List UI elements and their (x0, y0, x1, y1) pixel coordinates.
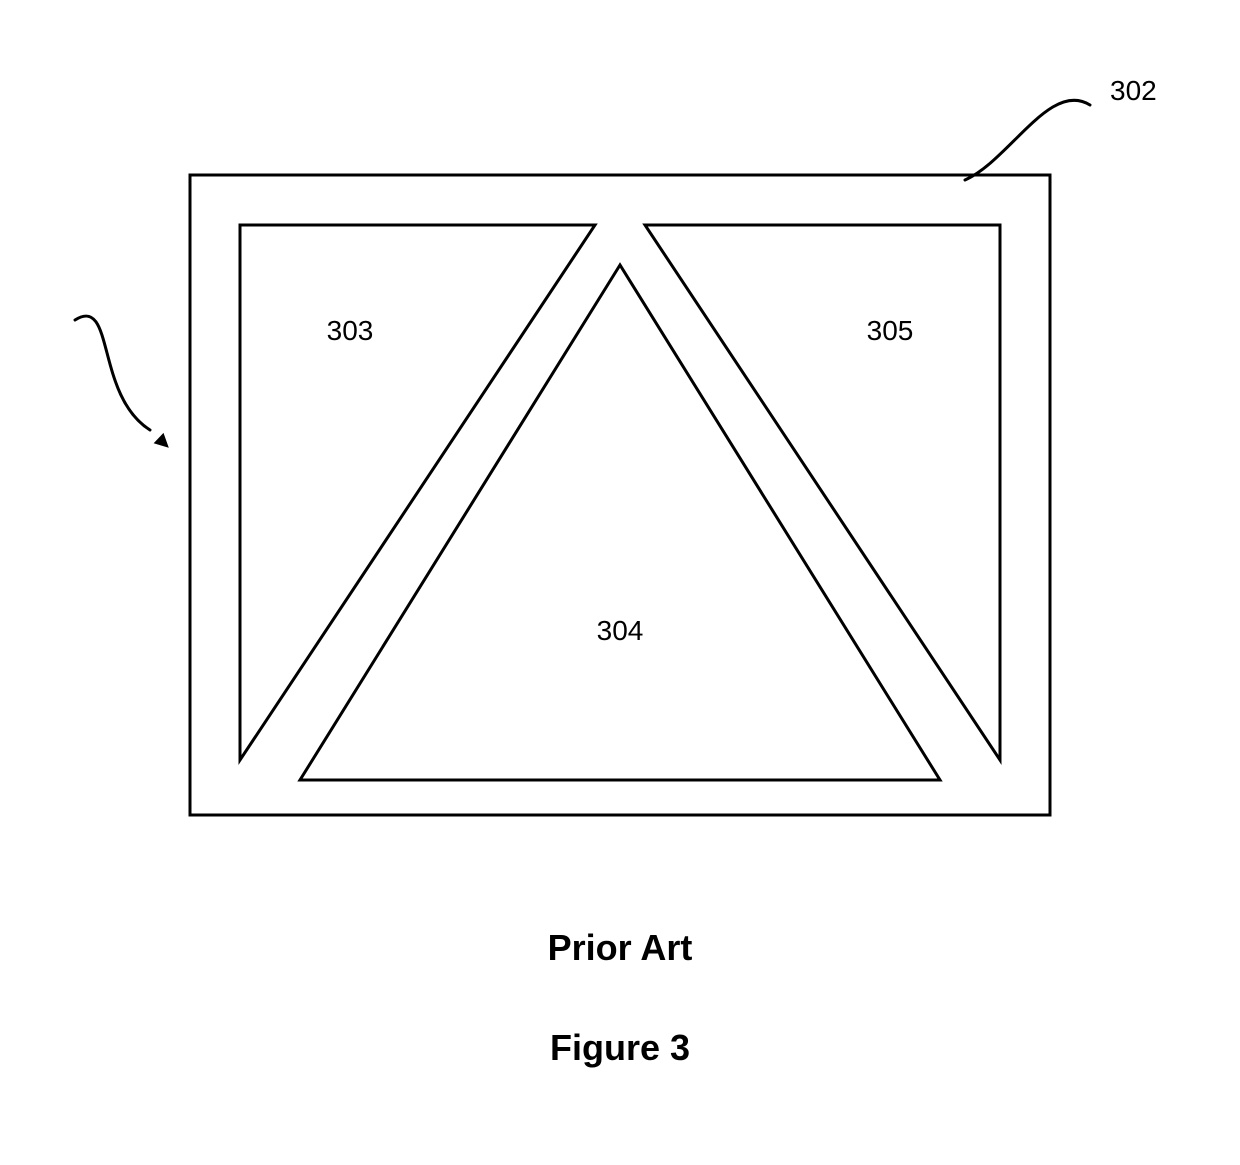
caption-prior_art: Prior Art (548, 927, 693, 968)
triangle-label-left: 303 (327, 315, 374, 346)
triangle-label-right: 305 (867, 315, 914, 346)
triangle-label-center: 304 (597, 615, 644, 646)
callout-label-302: 302 (1110, 75, 1157, 106)
figure-container: 303 304 305 302 Prior Art Figure 3 (0, 0, 1240, 1165)
caption-figure_label: Figure 3 (550, 1027, 690, 1068)
patent-figure-svg: 303 304 305 302 Prior Art Figure 3 (0, 0, 1240, 1165)
